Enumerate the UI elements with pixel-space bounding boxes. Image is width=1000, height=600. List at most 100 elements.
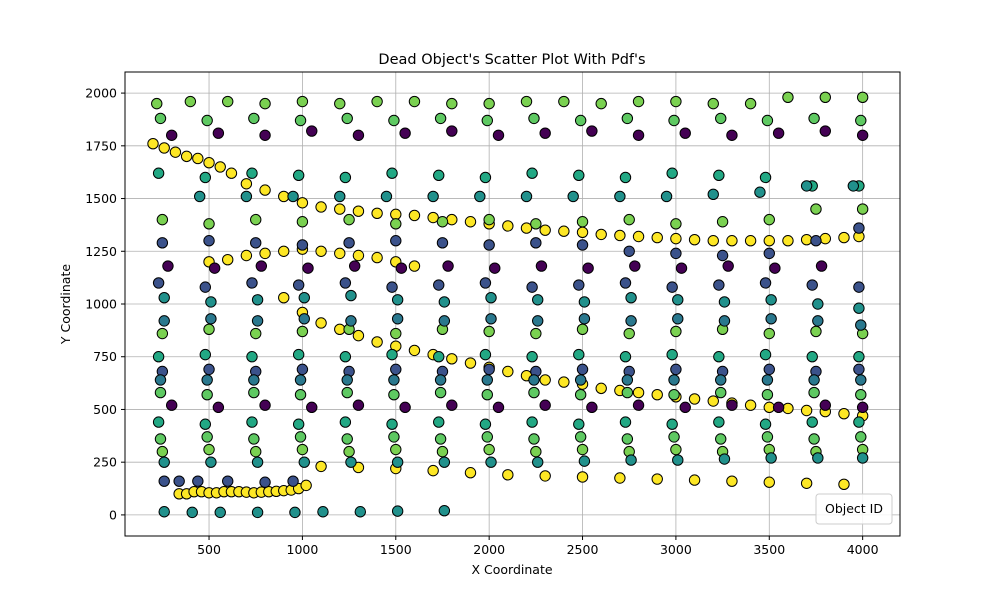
data-point [192,475,204,487]
data-point [651,231,663,244]
data-point [436,237,449,249]
x-axis-label: X Coordinate [471,562,552,577]
data-point [539,470,551,482]
data-point [391,313,404,325]
data-point [438,504,451,517]
data-point [408,260,421,272]
data-point [192,152,204,165]
data-point [812,452,824,464]
data-point [625,454,637,466]
data-point [666,167,678,179]
data-point [298,291,310,304]
data-point [666,281,678,293]
data-point [289,506,301,519]
data-point [371,336,383,348]
data-point [586,401,598,414]
data-point [530,237,542,249]
data-point [352,399,365,411]
data-point [294,388,307,401]
data-point [528,386,540,399]
data-point [341,433,353,445]
data-point [199,171,212,184]
data-point [576,216,589,228]
data-point [222,254,234,266]
data-point [199,281,212,293]
data-point [574,374,587,386]
data-point [483,325,495,338]
data-point [246,416,258,428]
data-point [651,388,663,401]
data-point [726,475,738,487]
data-point [173,475,185,487]
data-point [761,374,774,386]
data-point [502,220,514,232]
data-point [782,402,794,415]
data-point [483,97,495,110]
y-tick-label: 750 [93,349,117,364]
data-point [371,251,383,264]
data-point [520,222,533,234]
data-point [688,393,701,405]
x-tick-label: 4000 [847,542,879,557]
data-point [759,348,772,361]
data-point [386,418,398,430]
data-point [152,167,165,179]
data-point [203,363,215,376]
data-point [670,247,682,260]
data-point [371,95,383,108]
data-point [390,443,402,456]
data-point [483,239,495,251]
data-point [386,348,398,361]
data-point [614,190,626,203]
data-point [763,476,775,488]
data-point [380,190,393,203]
data-point [855,388,867,401]
data-point [660,190,673,203]
data-point [240,190,253,203]
data-point [354,506,367,518]
data-point [259,97,271,110]
data-point [539,399,551,411]
data-point [782,235,794,247]
data-point [201,431,213,443]
data-point [718,296,731,308]
data-point [716,249,729,262]
data-point [343,237,355,249]
data-point [761,114,774,127]
data-point [812,315,824,327]
data-point [621,386,634,399]
data-point [474,190,486,203]
data-point [483,443,495,456]
data-point [399,401,411,414]
data-point [853,302,865,314]
data-point [800,477,813,489]
data-point [853,416,865,428]
data-point [343,213,355,226]
data-point [526,416,538,428]
data-point [808,433,820,445]
data-point [573,279,585,291]
data-point [539,127,551,139]
x-tick-label: 2500 [567,542,599,557]
data-point [838,407,850,420]
data-point [315,460,327,473]
data-point [317,506,329,518]
chart-title: Dead Object's Scatter Plot With Pdf's [378,52,645,68]
data-point [446,353,458,365]
data-point [688,474,701,486]
data-point [744,399,757,411]
data-point [199,418,212,430]
data-point [433,169,445,182]
data-point [668,388,680,401]
data-point [713,351,725,363]
data-point [203,218,215,230]
data-point [156,445,169,458]
data-point [300,479,312,492]
data-point [214,161,226,173]
data-point [225,167,238,179]
data-point [193,190,206,203]
data-point [296,239,309,251]
data-point [156,327,169,340]
data-point [434,112,447,125]
data-point [576,363,589,376]
